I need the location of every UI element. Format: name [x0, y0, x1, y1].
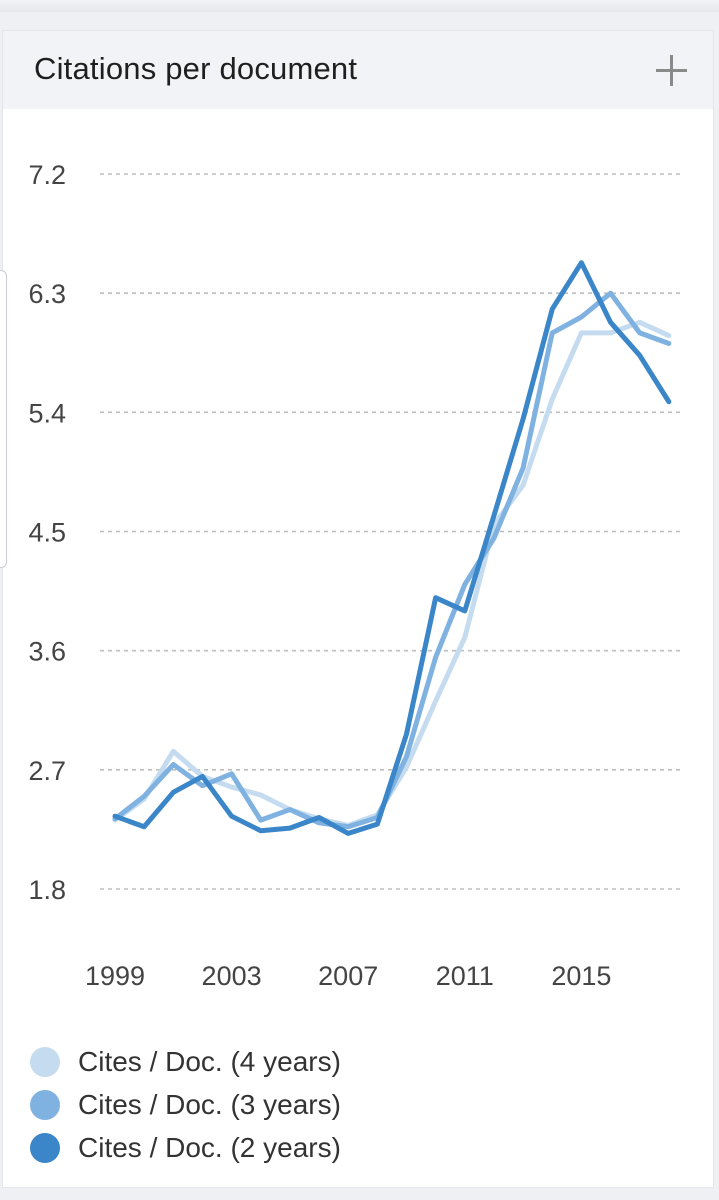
chart-card: Citations per document: [2, 30, 714, 1188]
x-tick-label: 2007: [318, 961, 378, 991]
legend-item-3-years[interactable]: Cites / Doc. (3 years): [30, 1083, 341, 1126]
y-tick-label: 5.4: [28, 398, 66, 428]
chart-legend: Cites / Doc. (4 years) Cites / Doc. (3 y…: [30, 1040, 341, 1169]
legend-label: Cites / Doc. (2 years): [78, 1131, 341, 1163]
series-lines: [112, 260, 672, 836]
line-chart: 1.8 2.7 3.6 4.5 5.4 6.3 7.2 1999 2003 2007 2011 20…: [28, 160, 684, 991]
y-tick-label: 1.8: [28, 875, 66, 905]
chart-title: Citations per document: [34, 51, 358, 86]
y-tick-label: 3.6: [28, 637, 66, 667]
x-axis-ticks: 1999 2003 2007 2011 2015: [85, 961, 611, 991]
y-tick-label: 2.7: [28, 756, 66, 786]
y-tick-label: 4.5: [28, 518, 66, 548]
series-line-1[interactable]: [112, 290, 672, 830]
legend-item-4-years[interactable]: Cites / Doc. (4 years): [30, 1040, 341, 1083]
legend-swatch: [30, 1089, 60, 1120]
legend-swatch: [30, 1132, 60, 1163]
y-axis-ticks: 1.8 2.7 3.6 4.5 5.4 6.3 7.2: [28, 160, 66, 905]
x-tick-label: 2015: [551, 961, 611, 991]
y-tick-label: 7.2: [28, 160, 66, 190]
y-tick-label: 6.3: [28, 279, 66, 309]
legend-label: Cites / Doc. (3 years): [78, 1088, 341, 1120]
top-shadow: [0, 0, 719, 12]
legend-label: Cites / Doc. (4 years): [78, 1045, 341, 1077]
legend-swatch: [30, 1046, 60, 1077]
x-tick-label: 2011: [436, 961, 494, 991]
series-line-2[interactable]: [112, 260, 672, 836]
series-line-0[interactable]: [112, 319, 672, 828]
legend-item-2-years[interactable]: Cites / Doc. (2 years): [30, 1126, 341, 1169]
expand-button[interactable]: [649, 49, 693, 93]
plus-icon-vertical: [670, 55, 673, 86]
card-header: Citations per document: [3, 31, 713, 109]
x-tick-label: 1999: [85, 961, 145, 991]
x-tick-label: 2003: [202, 961, 262, 991]
